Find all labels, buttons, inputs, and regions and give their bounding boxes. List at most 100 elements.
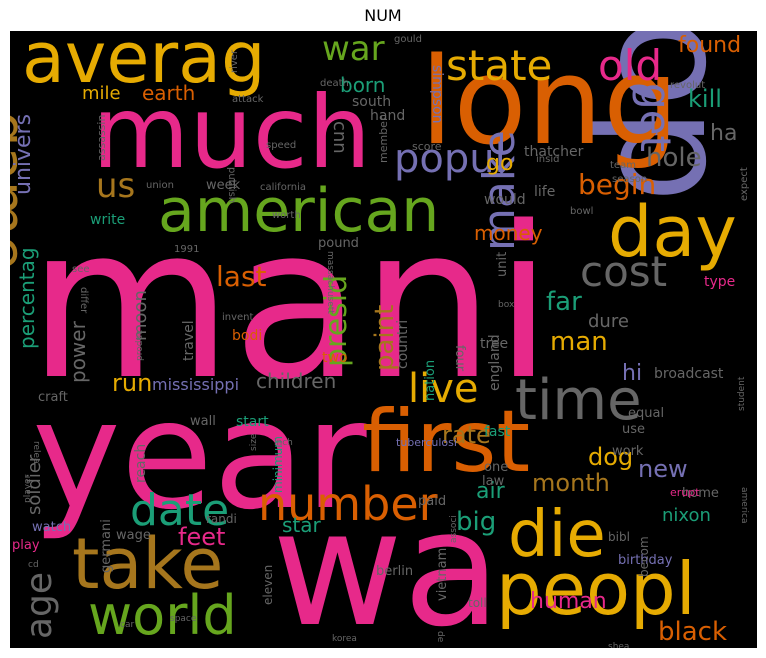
word: car — [120, 620, 135, 630]
word: player — [23, 474, 33, 503]
word: reach — [133, 443, 149, 483]
word: bodi — [232, 328, 263, 344]
word: number — [258, 477, 438, 531]
word: dure — [588, 311, 629, 332]
word: life — [534, 184, 556, 200]
word: run — [112, 369, 153, 397]
word: kill — [688, 85, 722, 113]
word-cloud: mani year wa doe long much averag first … — [10, 31, 757, 648]
word: death — [320, 78, 349, 89]
word: new — [638, 455, 688, 483]
word: american — [158, 176, 440, 246]
word: day — [608, 191, 737, 273]
word: take — [72, 523, 224, 605]
word: revolut — [670, 80, 706, 91]
word: law — [482, 474, 505, 489]
word: dog — [588, 443, 634, 471]
word: berlin — [376, 564, 414, 579]
word: start — [236, 414, 269, 430]
word: go — [486, 151, 514, 176]
word: differ — [78, 287, 89, 314]
word: size — [249, 433, 259, 451]
word: war — [322, 31, 385, 69]
word: born — [340, 73, 386, 97]
word: simpson — [429, 65, 445, 124]
word: nation — [423, 359, 438, 401]
word: wa — [272, 475, 501, 649]
word: california — [260, 182, 307, 193]
word: cost — [580, 247, 668, 296]
word: hi — [622, 361, 643, 386]
word: watch — [32, 520, 72, 535]
word: averag — [22, 31, 266, 99]
word: student — [737, 376, 747, 411]
word: erupt — [670, 486, 700, 499]
word: bibl — [608, 530, 630, 544]
word: univers — [11, 113, 36, 195]
word: get — [631, 83, 680, 152]
word: wall — [190, 414, 216, 429]
word: relea — [31, 441, 41, 464]
word: money — [474, 221, 543, 245]
word: insid — [536, 154, 560, 165]
word: world — [88, 584, 237, 647]
word: speed — [266, 140, 297, 151]
word: toll — [468, 596, 487, 610]
word: age — [19, 571, 60, 639]
word: tuberculosi — [396, 436, 457, 449]
word: long — [420, 33, 679, 172]
word: human — [530, 589, 607, 614]
word: produc — [135, 329, 145, 361]
word: team — [610, 160, 636, 171]
word: percentag — [15, 247, 39, 349]
word: countri — [395, 319, 411, 369]
word: korea — [332, 634, 357, 644]
word: wage — [116, 528, 151, 543]
word: season — [612, 174, 648, 185]
word: travel — [181, 320, 197, 361]
word: rate — [442, 421, 491, 449]
word: river — [229, 49, 240, 73]
word: home — [682, 486, 719, 501]
word: power — [66, 321, 90, 383]
word: year — [32, 369, 367, 543]
word: big — [456, 507, 497, 537]
word: worth — [272, 210, 301, 221]
word: children — [256, 369, 337, 393]
word: expect — [739, 167, 750, 201]
word: begin — [578, 168, 657, 201]
word: feet — [178, 523, 226, 551]
word: massachusett — [325, 251, 335, 314]
word: two — [322, 350, 348, 366]
word: score — [412, 140, 442, 153]
word: vietnam — [435, 547, 450, 601]
word: see — [72, 264, 90, 275]
word: state — [446, 41, 553, 90]
word: found — [678, 33, 742, 58]
word: assassin — [95, 114, 108, 161]
word: hole — [646, 143, 702, 173]
word: randi — [206, 512, 237, 526]
word: de — [435, 631, 445, 643]
word: star — [282, 513, 321, 537]
word: thatcher — [524, 144, 584, 160]
word: earth — [142, 81, 196, 105]
word: gould — [394, 34, 422, 45]
word: hand — [370, 108, 406, 124]
word: ha — [710, 121, 738, 146]
word: mississippi — [152, 375, 240, 394]
word: cd — [28, 560, 39, 570]
word: fast — [484, 424, 511, 440]
word: equal — [628, 406, 665, 421]
word: type — [704, 274, 736, 290]
word: would — [484, 192, 526, 208]
word: craft — [38, 390, 68, 405]
word: becom — [637, 536, 651, 577]
word: die — [508, 498, 606, 572]
word: space — [170, 614, 197, 624]
word: use — [622, 422, 646, 437]
word: unit — [495, 251, 510, 277]
word: first — [362, 392, 531, 492]
word: eleven — [261, 564, 275, 605]
word: last — [216, 260, 267, 293]
